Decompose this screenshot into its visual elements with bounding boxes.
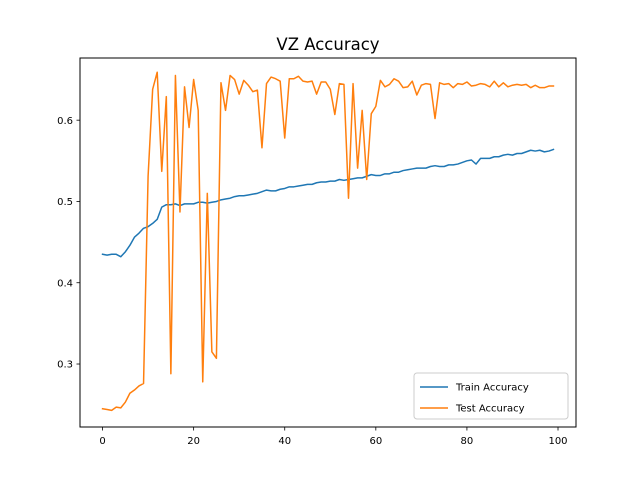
legend-label: Test Accuracy — [455, 404, 525, 415]
y-tick-label: 0.3 — [57, 360, 73, 371]
x-tick-label: 20 — [187, 436, 200, 447]
legend-label: Train Accuracy — [455, 383, 529, 394]
x-tick-label: 40 — [278, 436, 291, 447]
x-tick-label: 80 — [461, 436, 474, 447]
x-tick-label: 0 — [99, 436, 105, 447]
y-tick-label: 0.5 — [57, 197, 73, 208]
plot-area — [101, 71, 555, 412]
series-line-train-accuracy — [101, 148, 555, 258]
y-axis: 0.3 0.4 0.5 0.6 — [57, 116, 80, 371]
y-tick-label: 0.4 — [57, 278, 73, 289]
legend: Train Accuracy Test Accuracy — [413, 372, 569, 420]
x-tick-label: 60 — [369, 436, 382, 447]
y-tick-label: 0.6 — [57, 116, 73, 127]
legend-box — [413, 372, 569, 420]
plot-frame — [79, 57, 577, 428]
x-axis: 0 20 40 60 80 100 — [99, 427, 568, 447]
chart-title: VZ Accuracy — [276, 35, 379, 54]
x-tick-label: 100 — [548, 436, 567, 447]
series-line-test-accuracy — [101, 71, 555, 412]
